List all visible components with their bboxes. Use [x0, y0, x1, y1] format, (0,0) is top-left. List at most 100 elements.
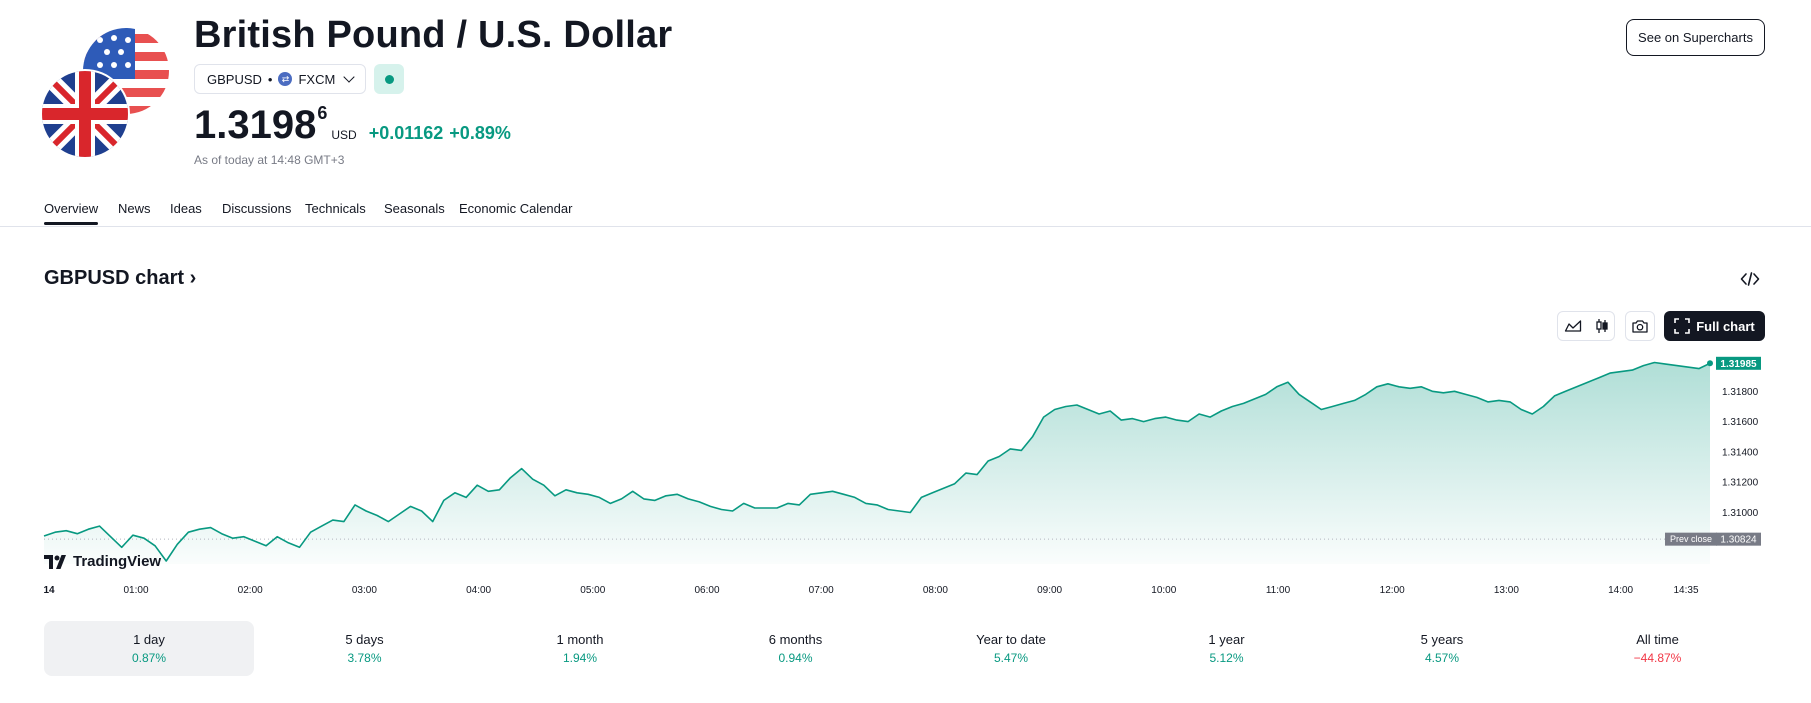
x-tick-label: 11:00 [1266, 585, 1291, 596]
period-year-to-date[interactable]: Year to date 5.47% [906, 621, 1116, 676]
chart-heading-link[interactable]: GBPUSD chart › [44, 267, 196, 290]
period-change-value: −44.87% [1633, 651, 1682, 665]
tradingview-icon [44, 554, 66, 569]
tab-news[interactable]: News [118, 201, 151, 216]
currency-flags [42, 28, 169, 158]
tradingview-logo[interactable]: TradingView [44, 553, 161, 570]
tab-overview[interactable]: Overview [44, 201, 99, 225]
price-area-fill [44, 362, 1710, 564]
x-tick-label: 09:00 [1037, 585, 1062, 596]
price-row: 1.3198 6 USD +0.01162 +0.89% [194, 103, 511, 146]
last-price-label: 1.31985 [1720, 359, 1757, 370]
period-label: 1 year [1208, 632, 1245, 647]
chart-heading-text: GBPUSD chart [44, 267, 185, 289]
period-5-years[interactable]: 5 years 4.57% [1337, 621, 1547, 676]
period-label: All time [1636, 632, 1679, 647]
snapshot-button[interactable] [1625, 311, 1655, 341]
prev-close-badge: Prev close 1.30824 [1665, 532, 1761, 546]
period-change-value: 3.78% [347, 651, 382, 665]
x-tick-label: 10:00 [1151, 585, 1176, 596]
y-tick-label: 1.31600 [1722, 417, 1759, 428]
y-tick-label: 1.31200 [1722, 478, 1759, 489]
tradingview-brand-text: TradingView [73, 553, 162, 570]
y-tick-label: 1.31400 [1722, 447, 1759, 458]
price-superscript: 6 [317, 103, 328, 123]
uk-flag-icon [42, 71, 128, 157]
area-chart-icon [1564, 320, 1581, 332]
candles-chart-button[interactable] [1587, 312, 1616, 340]
tab-seasonals[interactable]: Seasonals [384, 201, 445, 216]
x-tick-label: 01:00 [123, 585, 148, 596]
tab-ideas[interactable]: Ideas [170, 201, 202, 216]
y-axis: 1.31800 1.31600 1.31400 1.31200 1.31000 [1722, 387, 1759, 519]
period-label: 1 day [133, 632, 165, 647]
period-label: 1 month [556, 632, 604, 647]
period-1-year[interactable]: 1 year 5.12% [1122, 621, 1332, 676]
full-chart-label: Full chart [1696, 318, 1755, 334]
symbol-separator: • [267, 71, 273, 87]
x-tick-label: 08:00 [923, 585, 948, 596]
price-line [43, 361, 1711, 562]
price-change: +0.01162 [368, 123, 444, 143]
as-of-timestamp: As of today at 14:48 GMT+3 [194, 153, 345, 167]
exchange-label: FXCM [298, 71, 336, 87]
x-tick-label: 07:00 [809, 585, 834, 596]
tab-discussions[interactable]: Discussions [222, 201, 292, 216]
period-change-value: 4.57% [1424, 651, 1460, 665]
y-tick-label: 1.31000 [1722, 508, 1759, 519]
period-label: 5 years [1420, 632, 1464, 647]
embed-code-icon[interactable] [1740, 269, 1760, 289]
prev-close-label: Prev close [1670, 534, 1712, 544]
x-tick-label: 12:00 [1380, 585, 1405, 596]
x-tick-label: 14 [43, 585, 55, 596]
fullscreen-icon [1674, 318, 1691, 334]
x-tick-label: 13:00 [1494, 585, 1519, 596]
period-5-days[interactable]: 5 days 3.78% [260, 621, 470, 676]
price-change-percent: +0.89% [449, 123, 511, 143]
area-chart-button[interactable] [1558, 312, 1587, 340]
exchange-logo-icon: ⇄ [278, 72, 293, 86]
symbol-row: GBPUSD • ⇄ FXCM [194, 64, 405, 94]
page-title: British Pound / U.S. Dollar [194, 14, 673, 56]
y-tick-label: 1.31800 [1722, 387, 1759, 398]
chart-type-toggle [1557, 311, 1615, 341]
x-tick-label: 14:00 [1608, 585, 1633, 596]
price-chart[interactable]: 1.31800 1.31600 1.31400 1.31200 1.31000 14 01… [0, 350, 1811, 600]
full-chart-button[interactable]: Full chart [1664, 311, 1765, 341]
chevron-down-icon [343, 71, 355, 83]
camera-icon [1632, 320, 1648, 333]
period-1-day[interactable]: 1 day 0.87% [44, 621, 254, 676]
period-6-months[interactable]: 6 months 0.94% [691, 621, 901, 676]
section-tabs: Overview News Ideas Discussions Technica… [0, 196, 1811, 227]
market-status-badge[interactable] [374, 64, 405, 94]
x-tick-label: 14:35 [1673, 585, 1698, 596]
period-change-value: 5.12% [1209, 651, 1244, 665]
tab-technicals[interactable]: Technicals [305, 201, 366, 216]
tab-economic-calendar[interactable]: Economic Calendar [459, 201, 573, 216]
x-tick-label: 06:00 [694, 585, 719, 596]
period-change-value: 0.94% [778, 651, 813, 665]
chevron-right-icon: › [184, 267, 197, 289]
x-tick-label: 05:00 [580, 585, 605, 596]
last-price-dot [1707, 360, 1713, 367]
symbol-exchange-selector[interactable]: GBPUSD • ⇄ FXCM [194, 64, 367, 94]
performance-periods: 1 day 0.87% 5 days 3.78% 1 month 1.94% 6 month… [44, 621, 1765, 676]
prev-close-value: 1.30824 [1720, 535, 1757, 546]
last-price-badge: 1.31985 [1716, 356, 1761, 370]
x-axis: 14 01:00 02:00 03:00 04:00 05:00 06:00 07:00 08:… [43, 585, 1699, 596]
see-on-supercharts-button[interactable]: See on Supercharts [1626, 19, 1765, 56]
price-currency: USD [331, 128, 357, 142]
period-label: 6 months [768, 632, 823, 647]
symbol-label: GBPUSD [207, 71, 262, 87]
period-change-value: 0.87% [131, 651, 167, 665]
period-1-month[interactable]: 1 month 1.94% [475, 621, 685, 676]
period-label: Year to date [976, 632, 1046, 647]
x-tick-label: 03:00 [352, 585, 377, 596]
period-change-value: 5.47% [993, 651, 1029, 665]
period-all-time[interactable]: All time −44.87% [1553, 621, 1763, 676]
market-open-dot-icon [384, 74, 394, 84]
x-tick-label: 02:00 [238, 585, 263, 596]
period-label: 5 days [345, 632, 384, 647]
candlestick-icon [1595, 319, 1608, 333]
period-change-value: 1.94% [562, 651, 598, 665]
